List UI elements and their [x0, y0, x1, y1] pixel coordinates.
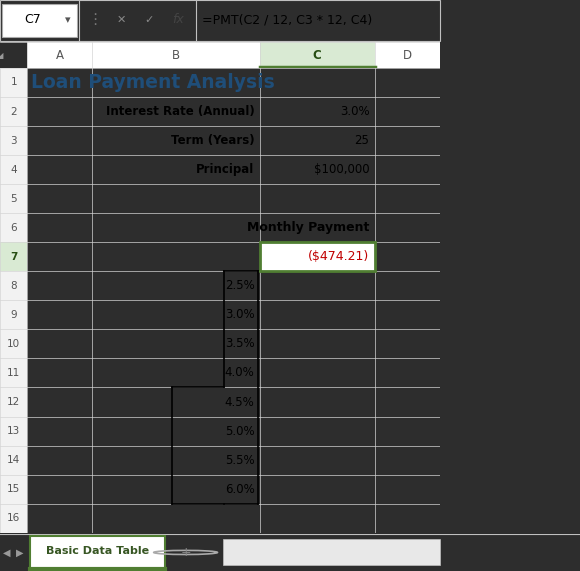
Bar	[0, 388, 27, 417]
Bar	[0, 300, 27, 329]
Text: 12: 12	[7, 397, 20, 407]
Text: 5.0%: 5.0%	[225, 425, 255, 437]
Text: A: A	[56, 49, 64, 62]
Text: 13: 13	[7, 426, 20, 436]
Text: 6: 6	[10, 223, 17, 233]
Bar	[223, 540, 440, 565]
Text: 1: 1	[10, 78, 17, 87]
Text: =PMT(C2 / 12, C3 * 12, C4): =PMT(C2 / 12, C3 * 12, C4)	[202, 13, 372, 26]
Bar	[27, 42, 92, 68]
Bar	[260, 42, 375, 68]
Bar	[0, 213, 27, 242]
Text: C: C	[313, 49, 322, 62]
Text: ✕: ✕	[116, 15, 126, 25]
Bar	[0, 329, 27, 359]
Text: 2: 2	[10, 107, 17, 116]
Text: ⋮: ⋮	[87, 12, 102, 27]
Bar	[0, 155, 27, 184]
Text: 16: 16	[7, 513, 20, 523]
Text: 4.5%: 4.5%	[225, 396, 255, 408]
Bar	[260, 242, 375, 271]
Text: 3.0%: 3.0%	[225, 308, 255, 321]
Text: 3: 3	[10, 135, 17, 146]
Text: B: B	[172, 49, 180, 62]
Bar	[0, 126, 27, 155]
Text: 3.0%: 3.0%	[340, 105, 369, 118]
Text: C7: C7	[24, 13, 41, 26]
Bar	[0, 97, 27, 126]
Text: 7: 7	[10, 252, 17, 262]
Text: D: D	[403, 49, 412, 62]
Bar	[0, 68, 27, 97]
Bar	[0, 475, 27, 504]
Bar	[375, 42, 440, 68]
Text: Term (Years): Term (Years)	[171, 134, 255, 147]
Text: 11: 11	[7, 368, 20, 378]
Text: Interest Rate (Annual): Interest Rate (Annual)	[106, 105, 255, 118]
Text: 10: 10	[7, 339, 20, 349]
Text: ◀: ◀	[3, 548, 10, 557]
Text: Basic Data Table: Basic Data Table	[46, 546, 149, 556]
Bar	[0, 417, 27, 445]
Text: ◢: ◢	[0, 51, 3, 59]
Bar	[0, 184, 27, 213]
Text: 4.0%: 4.0%	[225, 367, 255, 380]
Text: fx: fx	[172, 13, 184, 26]
Text: ✓: ✓	[145, 15, 154, 25]
Text: Monthly Payment: Monthly Payment	[247, 221, 369, 234]
Text: ($474.21): ($474.21)	[308, 250, 369, 263]
Text: 2.5%: 2.5%	[225, 279, 255, 292]
Text: 25: 25	[354, 134, 369, 147]
Bar	[0, 271, 27, 300]
Text: 6.0%: 6.0%	[225, 482, 255, 496]
Text: $100,000: $100,000	[314, 163, 369, 176]
Text: 3.5%: 3.5%	[225, 337, 255, 351]
Text: Loan Payment Analysis: Loan Payment Analysis	[31, 73, 275, 92]
Text: 9: 9	[10, 310, 17, 320]
Bar	[2, 4, 77, 37]
Bar	[0, 445, 27, 475]
FancyBboxPatch shape	[30, 537, 165, 569]
Bar	[0, 504, 27, 533]
Bar	[0, 359, 27, 388]
Bar	[92, 42, 260, 68]
Text: 14: 14	[7, 455, 20, 465]
Text: 4: 4	[10, 164, 17, 175]
Bar	[260, 242, 375, 271]
Text: Principal: Principal	[196, 163, 255, 176]
Text: 8: 8	[10, 281, 17, 291]
Bar	[0, 242, 27, 271]
Text: ▶: ▶	[16, 548, 23, 557]
Text: +: +	[180, 546, 191, 559]
Text: 15: 15	[7, 484, 20, 494]
Text: 5: 5	[10, 194, 17, 204]
Text: 5.5%: 5.5%	[225, 453, 255, 467]
Text: ▾: ▾	[66, 15, 71, 25]
